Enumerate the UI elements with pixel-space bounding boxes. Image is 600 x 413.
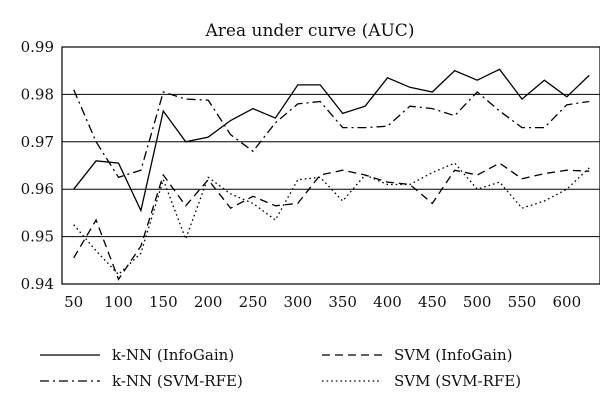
x-tick-label: 150 — [149, 293, 178, 311]
legend-label: SVM (InfoGain) — [394, 346, 513, 364]
legend-label: k-NN (InfoGain) — [112, 346, 234, 364]
y-tick-label: 0.94 — [21, 275, 54, 293]
chart-title: Area under curve (AUC) — [205, 21, 415, 41]
y-tick-label: 0.99 — [21, 38, 54, 56]
x-tick-label: 100 — [104, 293, 133, 311]
x-tick-label: 450 — [418, 293, 447, 311]
x-tick-label: 200 — [194, 293, 223, 311]
y-tick-label: 0.98 — [21, 85, 54, 103]
y-tick-label: 0.95 — [21, 228, 54, 246]
y-tick-label: 0.97 — [21, 133, 54, 151]
x-tick-label: 600 — [553, 293, 582, 311]
x-tick-label: 250 — [239, 293, 268, 311]
legend-label: SVM (SVM-RFE) — [394, 372, 521, 390]
series-line-svm-infogain — [73, 162, 590, 281]
y-tick-label: 0.96 — [21, 180, 54, 198]
legend: k-NN (InfoGain) k-NN (SVM-RFE) SVM (InfoGa… — [40, 346, 521, 390]
legend-label: k-NN (SVM-RFE) — [112, 372, 243, 390]
x-tick-label: 300 — [284, 293, 313, 311]
series-lines — [73, 68, 590, 281]
x-tick-label: 400 — [373, 293, 402, 311]
series-line-k-nn-infogain — [73, 68, 590, 213]
x-tick-label: 500 — [463, 293, 492, 311]
x-tick-label: 50 — [64, 293, 83, 311]
x-axis-ticks: 50 100 150 200 250 300 350 400 450 500 550 600 — [64, 293, 581, 311]
series-line-k-nn-svm-rfe — [73, 89, 590, 179]
y-axis-ticks: 0.94 0.95 0.96 0.97 0.98 0.99 — [21, 38, 54, 293]
plot-frame — [61, 46, 600, 285]
series-line-svm-svm-rfe — [73, 162, 590, 276]
x-tick-label: 550 — [508, 293, 537, 311]
x-tick-label: 350 — [328, 293, 357, 311]
